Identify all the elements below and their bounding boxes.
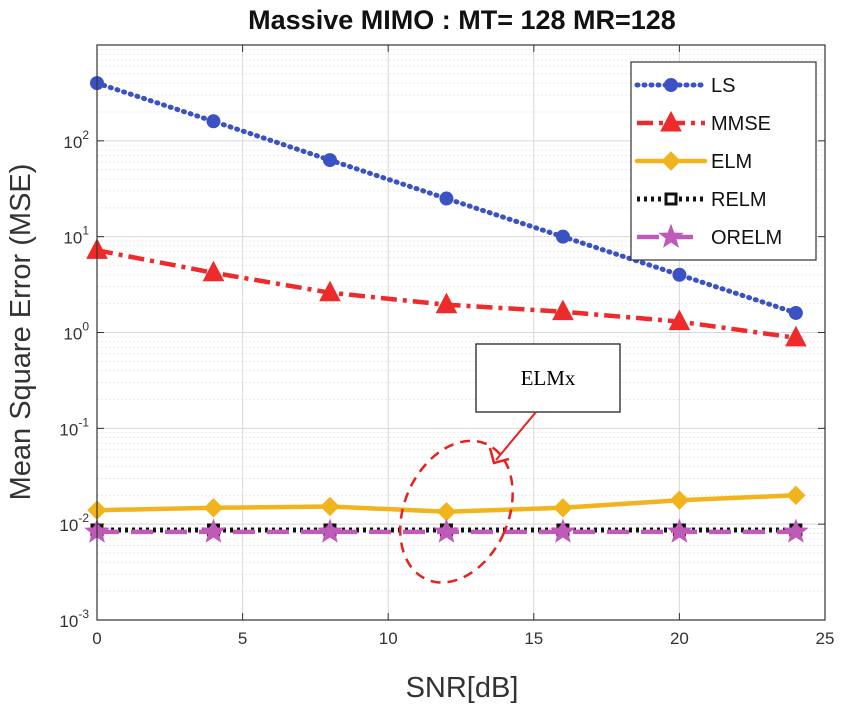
data-point-ls xyxy=(672,267,687,282)
legend-marker-elm xyxy=(661,151,681,171)
tick-labels: 0 5 10 15 20 25 10-3 10-2 10-1 100 101 102 xyxy=(59,128,834,648)
data-point-elm xyxy=(669,490,690,510)
annotation-ellipse xyxy=(398,439,514,584)
data-point-mmse xyxy=(552,299,574,321)
legend-item-relm: RELM xyxy=(637,189,767,211)
chart-title: Massive MIMO : MT= 128 MR=128 xyxy=(248,5,676,35)
legend-label-relm: RELM xyxy=(711,189,767,211)
data-point-ls xyxy=(788,305,803,320)
data-point-ls xyxy=(439,191,454,206)
data-point-orelm xyxy=(200,518,227,543)
data-point-mmse xyxy=(202,260,225,282)
data-point-orelm xyxy=(317,518,343,543)
annotation-box xyxy=(475,343,621,413)
x-tick-label: 25 xyxy=(816,629,835,648)
legend-marker-orelm xyxy=(658,223,684,248)
legend-item-orelm: ORELM xyxy=(637,223,782,249)
legend-label-mmse: MMSE xyxy=(711,113,771,135)
data-point-elm xyxy=(553,498,573,518)
legend-marker-relm xyxy=(664,192,678,206)
data-point-elm xyxy=(786,485,806,506)
series-ls xyxy=(90,76,803,320)
legend-marker-mmse xyxy=(660,110,682,132)
data-point-ls xyxy=(555,229,570,244)
y-tick-label: 10-2 xyxy=(59,511,89,535)
y-tick-label: 100 xyxy=(63,320,89,344)
data-point-orelm xyxy=(550,518,576,543)
data-point-orelm xyxy=(666,518,693,543)
series-mmse xyxy=(86,238,807,347)
data-point-elm xyxy=(320,496,340,517)
data-point-ls xyxy=(206,114,221,129)
x-tick-label: 5 xyxy=(238,629,247,648)
legend-item-elm: ELM xyxy=(634,151,752,173)
legend-label-elm: ELM xyxy=(711,151,752,173)
y-tick-label: 10-3 xyxy=(59,607,89,631)
x-axis-label: SNR[dB] xyxy=(406,672,519,704)
data-point-ls xyxy=(322,153,337,168)
legend-label-ls: LS xyxy=(711,75,735,97)
y-tick-label: 10-1 xyxy=(59,415,89,439)
x-tick-label: 10 xyxy=(379,629,398,648)
y-tick-label: 102 xyxy=(63,128,89,152)
y-tick-label: 101 xyxy=(63,224,89,248)
legend-item-ls: LS xyxy=(634,75,735,97)
data-point-mmse xyxy=(785,325,807,347)
x-tick-label: 20 xyxy=(670,629,689,648)
data-point-orelm xyxy=(783,518,809,543)
data-point-orelm xyxy=(433,518,460,543)
legend-label-orelm: ORELM xyxy=(711,227,782,249)
annotation-arrow-head xyxy=(488,447,510,465)
annotation: ELMx xyxy=(398,343,621,584)
data-point-mmse xyxy=(668,309,691,331)
legend-item-mmse: MMSE xyxy=(637,110,771,135)
data-point-mmse xyxy=(435,292,458,314)
series-elm xyxy=(87,485,806,522)
legend: LS MMSE ELM RELM ORELM xyxy=(630,61,817,261)
annotation-arrow-line xyxy=(495,411,537,461)
x-tick-label: 0 xyxy=(92,629,101,648)
legend-marker-ls xyxy=(664,78,678,92)
data-point-elm xyxy=(203,498,224,518)
data-point-mmse xyxy=(319,280,341,302)
y-axis-label: Mean Square Error (MSE) xyxy=(5,164,37,501)
annotation-text: ELMx xyxy=(521,366,576,390)
axes xyxy=(96,44,826,621)
x-tick-label: 15 xyxy=(524,629,543,648)
